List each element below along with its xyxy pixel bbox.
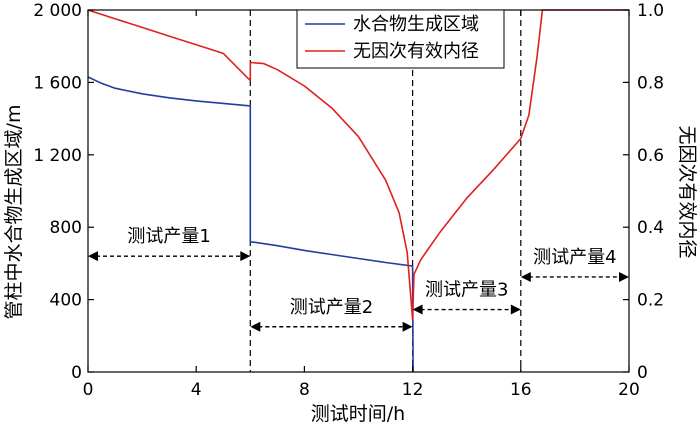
- x-tick-label-3: 12: [402, 380, 424, 400]
- segment-label-0: 测试产量1: [127, 226, 210, 247]
- y-left-tick-label-0: 0: [71, 363, 82, 383]
- segment-arrowhead-left-3: [520, 271, 531, 282]
- y-left-tick-label-1: 400: [50, 291, 82, 311]
- segment-arrowhead-left-2: [412, 304, 423, 315]
- legend-box: [296, 9, 505, 69]
- y-right-tick-label-2: 0.4: [637, 218, 664, 238]
- segment-arrowhead-right-0: [240, 251, 251, 262]
- x-tick-label-2: 8: [299, 380, 310, 400]
- y-right-tick-label-4: 0.8: [637, 73, 664, 93]
- y-left-tick-label-5: 2 000: [33, 1, 82, 21]
- x-tick-label-4: 16: [510, 380, 532, 400]
- segment-label-1: 测试产量2: [290, 297, 373, 318]
- y-axis-left-label: 管柱中水合物生成区域/m: [3, 105, 25, 320]
- x-tick-label-1: 4: [191, 380, 202, 400]
- series-line-0: [87, 76, 414, 373]
- series-line-1: [87, 9, 629, 321]
- y-left-tick-label-4: 1 600: [33, 73, 82, 93]
- segment-arrowhead-left-1: [250, 321, 261, 332]
- x-axis-label: 测试时间/h: [311, 403, 405, 425]
- segment-arrowhead-right-3: [619, 271, 629, 282]
- plot-content: 测试产量1 测试产量2 测试产量3 测试产量4: [87, 9, 629, 373]
- y-right-tick-label-3: 0.6: [637, 146, 664, 166]
- legend-label-red: 无因次有效内径: [353, 41, 479, 62]
- y-right-tick-label-5: 1.0: [637, 1, 664, 21]
- segment-arrowhead-right-1: [402, 321, 413, 332]
- y-left-tick-label-3: 1 200: [33, 146, 82, 166]
- x-tick-label-5: 20: [618, 380, 640, 400]
- x-tick-label-0: 0: [83, 380, 94, 400]
- y-right-tick-label-0: 0: [637, 363, 648, 383]
- legend: 水合物生成区域 无因次有效内径: [296, 9, 505, 69]
- y-right-tick-label-1: 0.2: [637, 291, 664, 311]
- segment-arrowhead-left-0: [88, 251, 98, 262]
- segment-label-3: 测试产量4: [533, 247, 616, 268]
- y-axis-right-label: 无因次有效内径: [676, 125, 698, 258]
- y-left-tick-label-2: 800: [50, 218, 82, 238]
- segment-arrowhead-right-2: [510, 304, 521, 315]
- legend-label-blue: 水合物生成区域: [353, 14, 479, 35]
- segment-label-2: 测试产量3: [425, 280, 508, 301]
